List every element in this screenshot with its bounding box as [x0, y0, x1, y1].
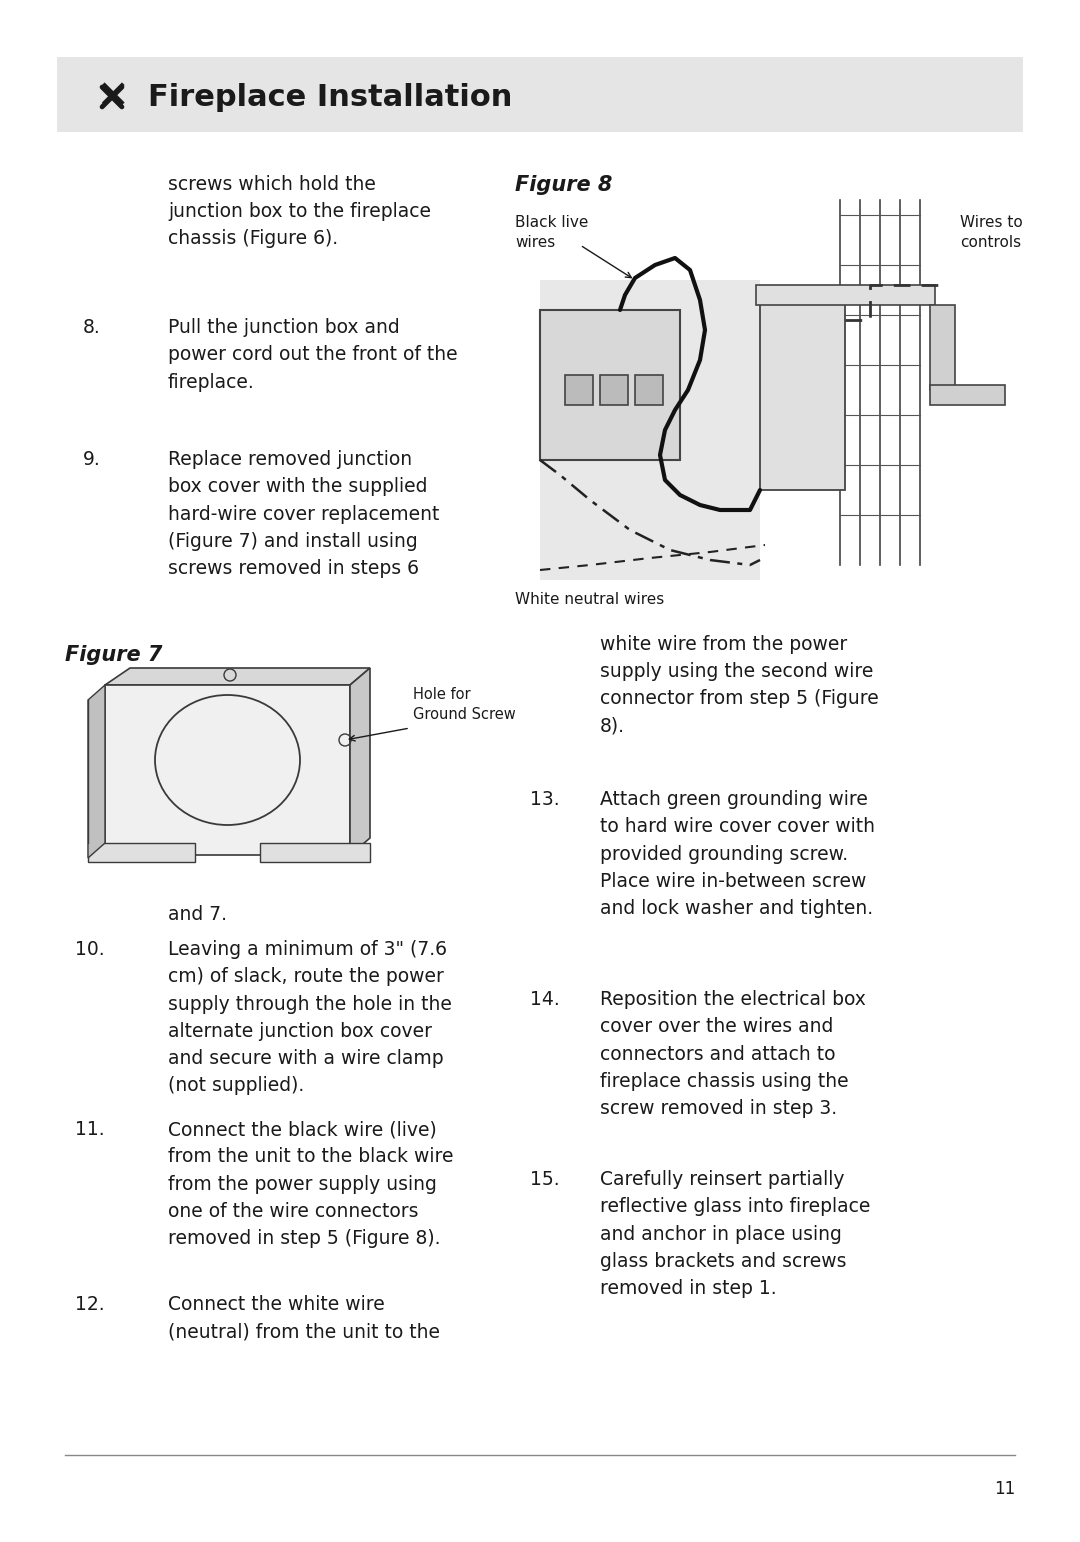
Polygon shape: [87, 685, 105, 857]
Text: Leaving a minimum of 3" (7.6
cm) of slack, route the power
supply through the ho: Leaving a minimum of 3" (7.6 cm) of slac…: [168, 941, 451, 1095]
Text: ✕: ✕: [96, 79, 129, 116]
Text: Hole for
Ground Screw: Hole for Ground Screw: [413, 688, 516, 722]
Text: white wire from the power
supply using the second wire
connector from step 5 (Fi: white wire from the power supply using t…: [600, 635, 879, 736]
Text: 10.: 10.: [75, 941, 105, 959]
Text: 8.: 8.: [83, 318, 100, 338]
Bar: [57, 57, 1023, 133]
Text: Wires to
controls: Wires to controls: [960, 214, 1023, 250]
Text: 13.: 13.: [530, 790, 559, 810]
Text: Pull the junction box and
power cord out the front of the
fireplace.: Pull the junction box and power cord out…: [168, 318, 458, 392]
Text: and 7.: and 7.: [168, 905, 227, 924]
Text: 11.: 11.: [75, 1119, 105, 1140]
Text: Fireplace Installation: Fireplace Installation: [148, 83, 512, 111]
Text: Connect the black wire (live)
from the unit to the black wire
from the power sup: Connect the black wire (live) from the u…: [168, 1119, 454, 1247]
Bar: [565, 375, 593, 406]
Text: Reposition the electrical box
cover over the wires and
connectors and attach to
: Reposition the electrical box cover over…: [600, 990, 866, 1118]
Text: Attach green grounding wire
to hard wire cover cover with
provided grounding scr: Attach green grounding wire to hard wire…: [600, 790, 875, 917]
Polygon shape: [930, 305, 955, 390]
Polygon shape: [930, 386, 1005, 406]
Bar: [600, 375, 627, 406]
Text: Figure 7: Figure 7: [65, 645, 162, 665]
Text: 12.: 12.: [75, 1295, 105, 1314]
Text: 9.: 9.: [83, 450, 100, 469]
Text: 15.: 15.: [530, 1170, 559, 1189]
Text: Replace removed junction
box cover with the supplied
hard-wire cover replacement: Replace removed junction box cover with …: [168, 450, 440, 578]
Text: Carefully reinsert partially
reflective glass into fireplace
and anchor in place: Carefully reinsert partially reflective …: [600, 1170, 870, 1298]
Polygon shape: [756, 285, 935, 305]
Polygon shape: [540, 281, 760, 580]
Polygon shape: [760, 301, 845, 490]
Polygon shape: [260, 843, 370, 862]
Text: screws which hold the
junction box to the fireplace
chassis (Figure 6).: screws which hold the junction box to th…: [168, 174, 431, 248]
Text: Figure 8: Figure 8: [515, 174, 612, 194]
Polygon shape: [540, 310, 680, 460]
Bar: [635, 375, 663, 406]
Text: Black live
wires: Black live wires: [515, 214, 589, 250]
Text: Connect the white wire
(neutral) from the unit to the: Connect the white wire (neutral) from th…: [168, 1295, 440, 1342]
Polygon shape: [350, 668, 370, 854]
Text: White neutral wires: White neutral wires: [515, 592, 664, 608]
Polygon shape: [105, 685, 350, 854]
Polygon shape: [87, 843, 195, 862]
Text: 14.: 14.: [530, 990, 559, 1008]
Text: 11: 11: [994, 1480, 1015, 1497]
Polygon shape: [105, 668, 370, 685]
